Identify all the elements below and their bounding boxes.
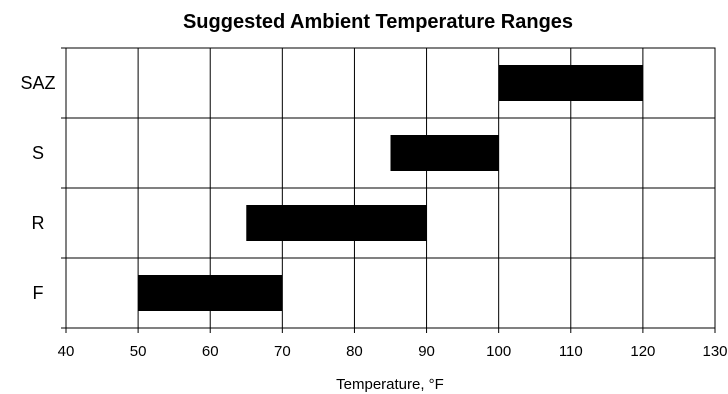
range-bar-s bbox=[390, 135, 499, 171]
x-tick-label: 80 bbox=[346, 343, 363, 360]
range-bar-r bbox=[246, 205, 427, 241]
y-category-label: F bbox=[33, 283, 44, 303]
x-axis-label: Temperature, °F bbox=[336, 376, 444, 393]
chart-title: Suggested Ambient Temperature Ranges bbox=[183, 11, 573, 33]
x-tick-label: 120 bbox=[630, 343, 655, 360]
plot-area: 40 50 60 70 80 90 100 110 120 130 SAZ S R F bbox=[20, 47, 728, 360]
x-tick-label: 100 bbox=[486, 343, 511, 360]
x-tick-label: 90 bbox=[418, 343, 435, 360]
range-bar-f bbox=[138, 275, 283, 311]
y-category-label: SAZ bbox=[20, 73, 55, 93]
x-tick-label: 110 bbox=[559, 343, 583, 360]
range-bar-saz bbox=[498, 65, 643, 101]
x-tick-label: 40 bbox=[58, 343, 75, 360]
x-tick-label: 50 bbox=[130, 343, 147, 360]
x-tick-label: 70 bbox=[274, 343, 291, 360]
x-tick-label: 130 bbox=[702, 343, 727, 360]
x-tick-label: 60 bbox=[202, 343, 219, 360]
y-category-label: S bbox=[32, 143, 44, 163]
y-category-label: R bbox=[32, 213, 45, 233]
